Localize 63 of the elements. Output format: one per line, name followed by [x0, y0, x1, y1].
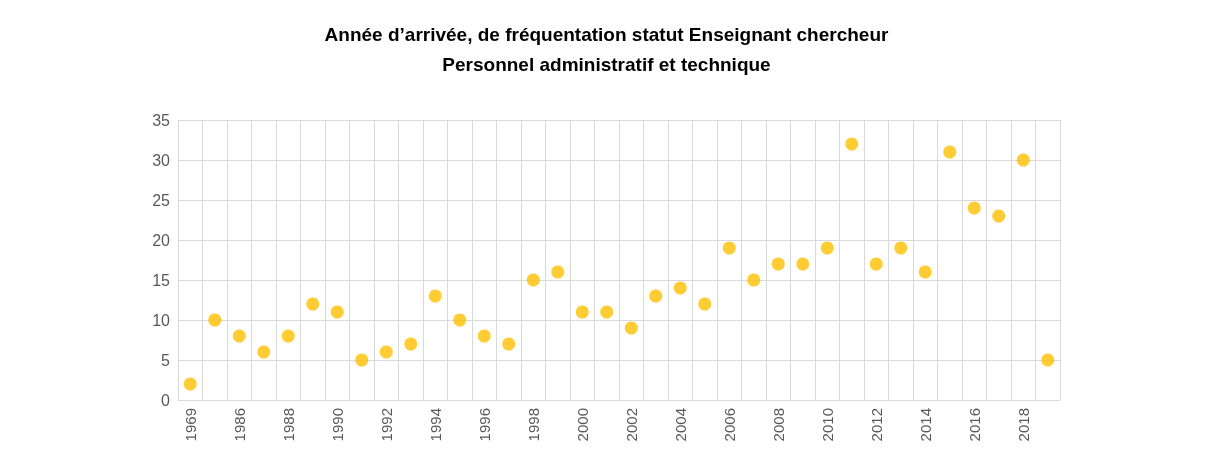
point: [796, 257, 810, 271]
point: [502, 337, 516, 351]
point: [208, 313, 222, 327]
point: [477, 329, 491, 343]
point: [673, 281, 687, 295]
x-tick-label: 2016: [965, 408, 983, 442]
point: [526, 273, 540, 287]
y-tick-label: 30: [152, 151, 171, 169]
x-tick-label: 1992: [377, 408, 395, 442]
point: [820, 241, 834, 255]
y-tick-label: 15: [152, 271, 171, 289]
point: [918, 265, 932, 279]
point: [551, 265, 565, 279]
point: [649, 289, 663, 303]
y-tick-label: 0: [161, 391, 171, 409]
x-tick-label: 2000: [573, 408, 591, 442]
y-tick-label: 10: [152, 311, 171, 329]
x-tick-label: 2018: [1014, 408, 1032, 442]
point: [1041, 353, 1055, 367]
x-tick-label: 1994: [426, 408, 444, 442]
x-tick-label: 1998: [524, 408, 542, 442]
point: [257, 345, 271, 359]
point: [330, 305, 344, 319]
point: [404, 337, 418, 351]
x-tick-label: 2002: [622, 408, 640, 442]
y-tick-label: 35: [152, 111, 171, 129]
point: [967, 201, 981, 215]
x-tick-label: 1990: [328, 408, 346, 442]
point: [575, 305, 589, 319]
point: [306, 297, 320, 311]
point: [600, 305, 614, 319]
point: [869, 257, 883, 271]
point: [771, 257, 785, 271]
chart-title: Année d’arrivée, de fréquentation statut Enseignant chercheur Personnel administratif et technique: [324, 23, 889, 75]
x-tick-label: 2012: [867, 408, 885, 442]
x-tick-label: 2006: [720, 408, 738, 442]
x-tick-label: 1996: [475, 408, 493, 442]
point: [992, 209, 1006, 223]
point: [1016, 153, 1030, 167]
x-tick-label: 2014: [916, 408, 934, 442]
point: [624, 321, 638, 335]
point: [453, 313, 467, 327]
point: [722, 241, 736, 255]
x-tick-label: 1986: [230, 408, 248, 442]
y-tick-label: 25: [152, 191, 171, 209]
x-tick-label: 2004: [671, 408, 689, 442]
point: [845, 137, 859, 151]
point: [943, 145, 957, 159]
point: [428, 289, 442, 303]
point: [379, 345, 393, 359]
x-tick-label: 2010: [818, 408, 836, 442]
point: [894, 241, 908, 255]
y-tick-label: 5: [161, 351, 171, 369]
x-tick-label: 2008: [769, 408, 787, 442]
point: [281, 329, 295, 343]
point: [232, 329, 246, 343]
point: [183, 377, 197, 391]
y-tick-label: 20: [152, 231, 171, 249]
x-tick-label: 1969: [181, 408, 199, 442]
point: [355, 353, 369, 367]
point: [747, 273, 761, 287]
x-tick-label: 1988: [279, 408, 297, 442]
point: [698, 297, 712, 311]
